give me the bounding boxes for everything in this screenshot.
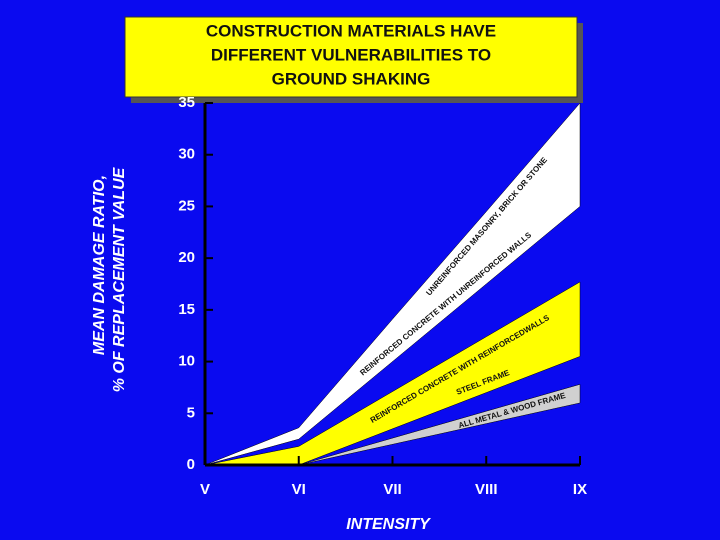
y-tick-label: 5	[187, 404, 195, 421]
y-axis-title: % OF REPLACEMENT VALUE	[111, 166, 128, 392]
y-tick-label: 10	[178, 353, 195, 370]
y-tick-label: 15	[178, 301, 195, 318]
y-tick-label: 30	[178, 146, 195, 163]
band-area	[204, 102, 581, 466]
x-tick-label: VII	[383, 481, 401, 498]
y-tick-label: 35	[178, 94, 195, 111]
x-axis-title: INTENSITY	[346, 516, 431, 533]
chart-title: DIFFERENT VULNERABILITIES TO	[211, 45, 491, 64]
x-tick-label: IX	[573, 481, 587, 498]
y-tick-label: 0	[187, 456, 195, 473]
y-tick-label: 25	[178, 197, 195, 214]
chart-title: GROUND SHAKING	[272, 69, 431, 88]
x-tick-label: VI	[292, 481, 306, 498]
y-axis-title: MEAN DAMAGE RATIO,	[91, 175, 108, 355]
y-tick-label: 20	[178, 249, 195, 266]
x-tick-label: VIII	[475, 481, 498, 498]
band-area	[204, 281, 581, 466]
title-box	[124, 16, 578, 98]
x-tick-label: V	[200, 481, 210, 498]
band-area	[205, 383, 581, 466]
chart-title: CONSTRUCTION MATERIALS HAVE	[206, 21, 496, 40]
